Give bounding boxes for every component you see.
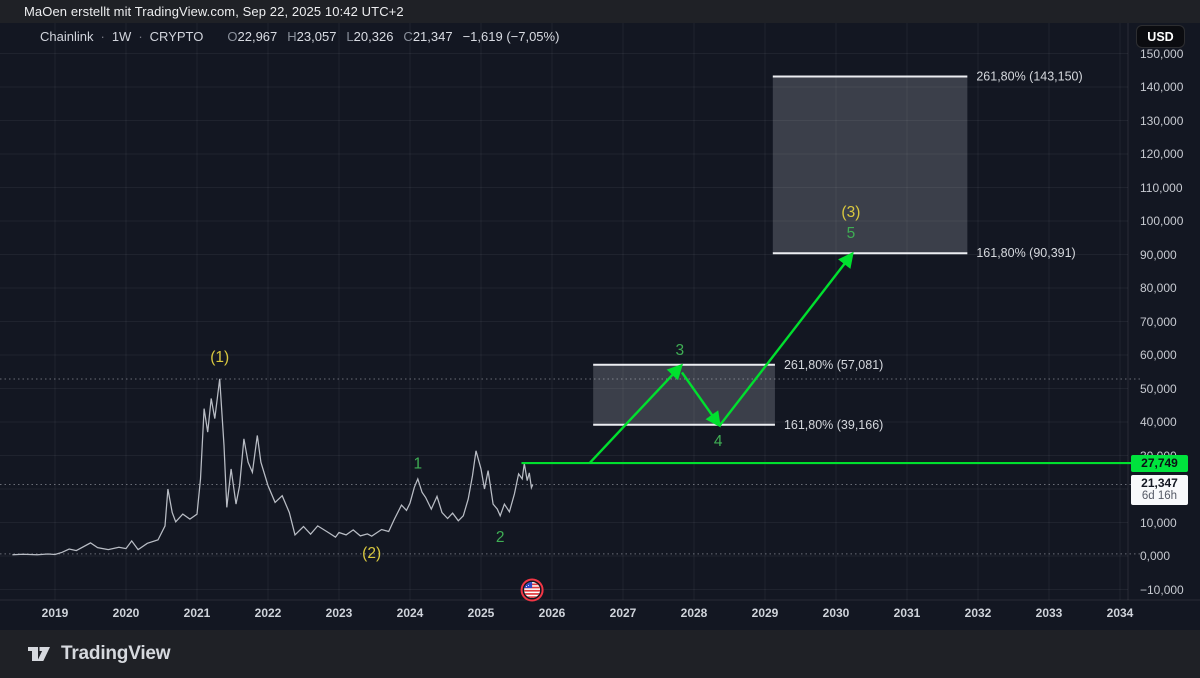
ray-price-label: 27,749 — [1131, 455, 1188, 472]
legend-close-value: 21,347 — [412, 29, 453, 44]
legend-low-prefix: L — [346, 29, 354, 44]
fib-level-label: 261,80% (143,150) — [976, 69, 1082, 83]
attribution-text: MaOen erstellt mit TradingView.com, Sep … — [24, 4, 404, 19]
y-axis-label: 50,000 — [1140, 381, 1177, 396]
legend-change: −1,619 (−7,05%) — [462, 29, 560, 44]
x-axis-label: 2028 — [680, 606, 708, 620]
wave-label[interactable]: (1) — [210, 349, 229, 366]
wave-label[interactable]: 2 — [496, 529, 505, 546]
x-axis-label: 2025 — [467, 606, 495, 620]
x-axis-label: 2026 — [538, 606, 566, 620]
attribution-bar: MaOen erstellt mit TradingView.com, Sep … — [0, 0, 1200, 23]
tradingview-logo-icon[interactable] — [26, 641, 52, 667]
legend-open-prefix: O — [227, 29, 238, 44]
x-axis-label: 2024 — [396, 606, 424, 620]
wave-label[interactable]: 5 — [847, 225, 856, 242]
legend-interval[interactable]: 1W — [111, 29, 132, 44]
legend-close-prefix: C — [403, 29, 413, 44]
tradingview-brand-text[interactable]: TradingView — [61, 643, 171, 664]
last-price-label: 21,347 6d 16h — [1131, 475, 1188, 505]
y-axis-label: 110,000 — [1140, 180, 1183, 195]
x-axis-label: 2021 — [183, 606, 211, 620]
y-axis-label: 90,000 — [1140, 247, 1177, 262]
x-axis-label: 2023 — [325, 606, 353, 620]
y-axis-label: 100,000 — [1140, 214, 1184, 228]
x-axis-label: 2019 — [41, 606, 69, 620]
y-axis-label: 0,000 — [1140, 549, 1171, 563]
legend-symbol[interactable]: Chainlink — [40, 29, 94, 44]
fib-level-label: 161,80% (39,166) — [784, 418, 883, 432]
y-axis-label: 150,000 — [1140, 46, 1184, 61]
x-axis-label: 2020 — [112, 606, 140, 620]
y-axis-label: 130,000 — [1140, 113, 1184, 128]
symbol-legend: Chainlink · 1W · CRYPTO O22,967 H23,057 L20,326… — [40, 29, 559, 44]
bar-countdown: 6d 16h — [1141, 490, 1178, 502]
wave-label[interactable]: 3 — [675, 342, 684, 359]
footer-brand-bar: TradingView — [0, 630, 1200, 678]
legend-open-value: 22,967 — [237, 29, 278, 44]
wave-label[interactable]: 4 — [714, 433, 723, 450]
legend-high-value: 23,057 — [296, 29, 337, 44]
fib-extension-box[interactable] — [772, 76, 968, 254]
legend-high-prefix: H — [287, 29, 297, 44]
y-axis-label: 80,000 — [1140, 281, 1177, 295]
legend-separator: · — [100, 29, 105, 44]
projection-arrow[interactable] — [680, 371, 721, 428]
x-axis-label: 2029 — [751, 606, 779, 620]
x-axis-label: 2030 — [822, 606, 850, 620]
wave-label[interactable]: (2) — [362, 545, 381, 562]
x-axis-label: 2032 — [964, 606, 992, 620]
y-axis-label: 140,000 — [1140, 80, 1184, 94]
last-price-value: 21,347 — [1141, 476, 1178, 490]
wave-label[interactable]: 1 — [413, 456, 422, 473]
currency-usd-button[interactable]: USD — [1136, 25, 1185, 48]
fib-level-label: 261,80% (57,081) — [784, 358, 883, 372]
y-axis-label: 40,000 — [1140, 415, 1177, 429]
projection-arrow[interactable] — [588, 363, 684, 464]
y-axis-label: 10,000 — [1140, 515, 1177, 530]
projection-arrow[interactable] — [718, 251, 854, 427]
x-axis-label: 2033 — [1035, 606, 1063, 620]
y-axis-label: −10,000 — [1140, 582, 1184, 597]
price-series — [12, 378, 534, 556]
y-axis-label: 60,000 — [1140, 348, 1177, 362]
legend-separator: · — [138, 29, 143, 44]
x-axis-label: 2027 — [609, 606, 637, 620]
x-axis-label: 2031 — [893, 606, 921, 620]
legend-low-value: 20,326 — [353, 29, 394, 44]
fib-level-label: 161,80% (90,391) — [976, 246, 1075, 260]
x-axis-label: 2034 — [1106, 606, 1134, 620]
wave-label[interactable]: (3) — [841, 204, 860, 221]
us-flag-event-icon[interactable] — [520, 578, 544, 602]
y-axis-label: 120,000 — [1140, 147, 1184, 161]
y-axis-label: 70,000 — [1140, 314, 1177, 329]
x-axis-label: 2022 — [254, 606, 282, 620]
legend-market: CRYPTO — [149, 29, 204, 44]
